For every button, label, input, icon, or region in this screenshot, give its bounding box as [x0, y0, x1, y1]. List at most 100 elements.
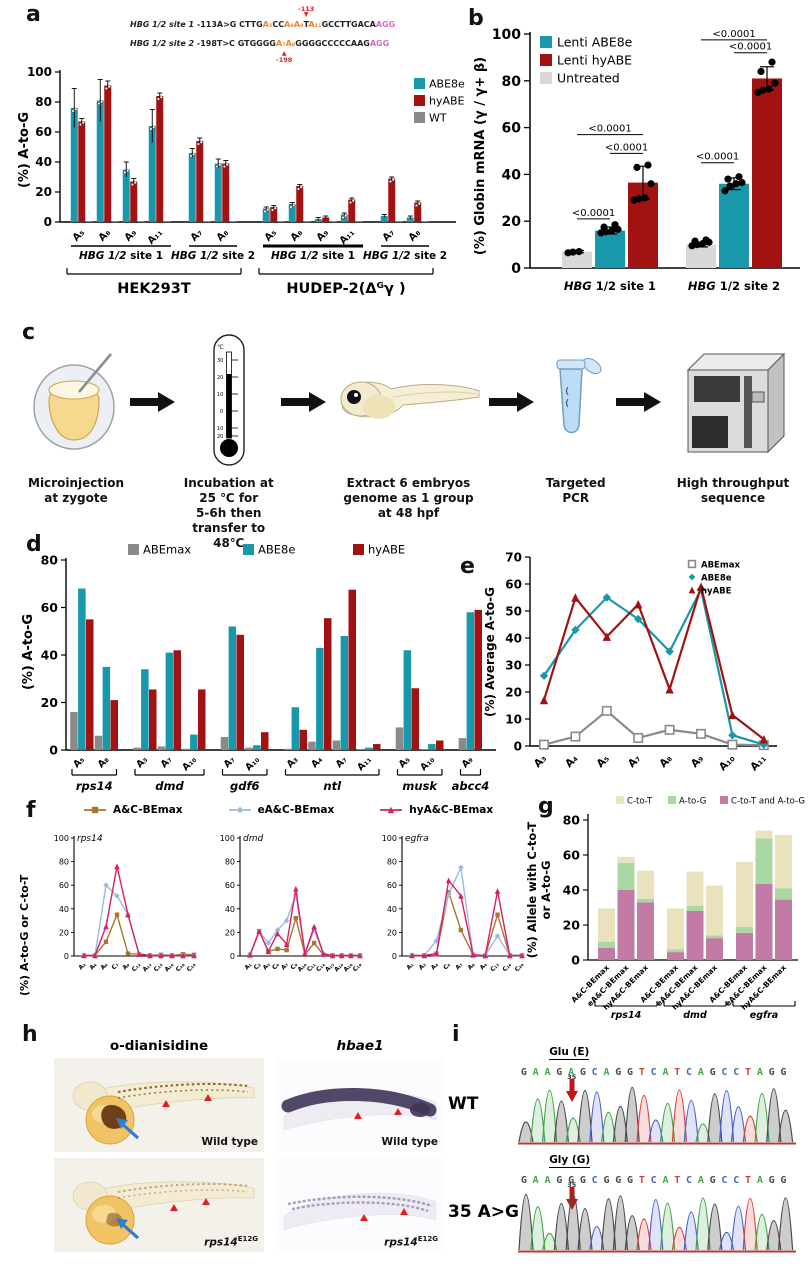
svg-text:0: 0: [49, 743, 58, 758]
svg-text:A₇: A₇: [159, 754, 175, 770]
trace-plot: [518, 1087, 796, 1145]
svg-text:60: 60: [59, 881, 69, 890]
svg-text:A₉: A₉: [689, 752, 707, 770]
svg-text:A-to-G: A-to-G: [679, 797, 706, 807]
svg-text:rps14: rps14: [77, 834, 103, 844]
svg-text:ntl: ntl: [323, 779, 342, 793]
svg-text:A₁₁: A₁₁: [338, 227, 357, 246]
svg-text:ABE8e: ABE8e: [701, 574, 732, 584]
legend-item: A&C-BEmax: [84, 804, 183, 816]
svg-text:ABEmax: ABEmax: [701, 561, 740, 571]
svg-text:C₁₉: C₁₉: [186, 961, 198, 973]
step-pcr: Targeted PCR: [541, 328, 610, 506]
hbae1-mutant-image: rps14E12G: [276, 1158, 444, 1252]
workflow-steps: Microinjection at zygote ℃: [28, 328, 798, 551]
svg-text:A₅: A₅: [263, 227, 279, 243]
svg-text:C₁₂: C₁₂: [131, 961, 143, 973]
svg-text:40: 40: [563, 883, 581, 898]
svg-text:C₁₅: C₁₅: [153, 961, 165, 973]
svg-text:20: 20: [505, 686, 522, 700]
svg-text:HBG 1/2 site 1: HBG 1/2 site 1: [271, 250, 355, 262]
svg-text:A₈: A₈: [96, 754, 112, 770]
svg-text:A₅: A₅: [71, 754, 87, 770]
svg-text:30: 30: [217, 358, 223, 364]
zebrafish-embryo-icon: [333, 328, 483, 476]
panel-h-label: h: [22, 1022, 38, 1047]
flow-arrow-icon: [610, 328, 668, 476]
svg-text:A₇: A₇: [280, 961, 290, 971]
step-caption: Incubation at 25 ℃ for 5-6h then transfe…: [183, 476, 274, 550]
svg-text:A₆: A₆: [99, 961, 109, 971]
svg-text:(%) Globin mRNA (γ / γ+ β): (%) Globin mRNA (γ / γ+ β): [473, 57, 488, 255]
svg-text:(%) A-to-G: (%) A-to-G: [21, 614, 36, 690]
svg-text:80: 80: [225, 858, 235, 867]
panel-e: e 0 10 20 30 40 50 60 70 (%) Average A-to-G A₃ A₄ A…: [458, 530, 810, 804]
svg-text:0: 0: [392, 952, 397, 961]
trace-plot: [518, 1193, 796, 1253]
svg-text:<0.0001: <0.0001: [729, 42, 772, 53]
svg-text:80: 80: [563, 813, 581, 828]
svg-text:A₇: A₇: [222, 754, 238, 770]
svg-text:40: 40: [59, 905, 69, 914]
svg-text:10: 10: [217, 392, 223, 398]
pcr-tube-icon: [546, 328, 606, 476]
panel-f: f (%) A-to-G or C-to-T A&C-BEmax eA&C-BE…: [14, 798, 526, 1016]
svg-text:A₄: A₄: [563, 752, 581, 770]
svg-text:10: 10: [505, 713, 522, 727]
flow-arrow-icon: [483, 328, 541, 476]
svg-text:A₁₁: A₁₁: [355, 754, 374, 773]
svg-text:A₁₃: A₁₃: [141, 961, 153, 973]
svg-text:50: 50: [505, 605, 522, 619]
svg-text:Untreated: Untreated: [557, 71, 620, 86]
svg-text:dmd: dmd: [155, 779, 184, 793]
svg-text:A₉: A₉: [315, 227, 331, 243]
svg-text:0: 0: [64, 952, 69, 961]
panel-f-y-axis-label: (%) A-to-G or C-to-T: [18, 874, 31, 996]
hbae1-wildtype-image: Wild type: [276, 1058, 444, 1152]
svg-text:A₈: A₈: [97, 227, 113, 243]
step-incubation: ℃ 30 20 10 0 10 20: [182, 328, 275, 551]
image-label: rps14E12G: [204, 1234, 258, 1249]
svg-text:0: 0: [511, 261, 521, 277]
image-label: rps14E12G: [384, 1234, 438, 1249]
svg-text:0: 0: [571, 953, 580, 968]
svg-text:A₁₆: A₁₆: [163, 961, 175, 973]
svg-text:musk: musk: [402, 779, 438, 793]
panel-a-label: a: [26, 2, 41, 27]
svg-text:C₇: C₇: [110, 961, 120, 971]
svg-text:A₃: A₃: [418, 961, 428, 971]
svg-text:20: 20: [387, 928, 397, 937]
svg-text:40: 40: [41, 648, 59, 663]
svg-text:A₁₁: A₁₁: [146, 227, 165, 246]
svg-text:A₂: A₂: [77, 961, 87, 971]
svg-text:40: 40: [225, 905, 235, 914]
svg-text:A₁₀: A₁₀: [180, 754, 199, 773]
odianisidine-mutant-image: rps14E12G: [54, 1158, 264, 1252]
svg-text:A₅: A₅: [397, 754, 413, 770]
amino-acid-label: Gly (G): [549, 1154, 591, 1168]
svg-text:A₈: A₈: [215, 227, 231, 243]
svg-text:C-to-T and A-to-G: C-to-T and A-to-G: [731, 797, 805, 807]
svg-text:80: 80: [387, 858, 397, 867]
odianisidine-wildtype-image: Wild type: [54, 1058, 264, 1152]
image-label: Wild type: [381, 1136, 438, 1148]
svg-text:20: 20: [41, 695, 59, 710]
panel-f-label: f: [26, 798, 36, 823]
svg-text:C₁₈: C₁₈: [175, 961, 187, 973]
svg-text:egfra: egfra: [405, 834, 429, 844]
svg-text:0: 0: [44, 215, 52, 229]
svg-text:hyABE: hyABE: [368, 543, 405, 557]
image-label: Wild type: [201, 1136, 258, 1148]
svg-text:A₈: A₈: [466, 961, 476, 971]
svg-text:HBG 1/2 site 1: HBG 1/2 site 1: [564, 279, 656, 293]
svg-text:80: 80: [35, 95, 52, 109]
svg-text:A₈: A₈: [407, 227, 423, 243]
panel-g-stacked-bar-chart: 0 20 40 60 80 (%) Allele with C-to-T or A-to-G…: [525, 796, 805, 1021]
svg-text:hyABE: hyABE: [701, 587, 732, 597]
svg-text:80: 80: [41, 553, 59, 568]
svg-text:80: 80: [59, 858, 69, 867]
